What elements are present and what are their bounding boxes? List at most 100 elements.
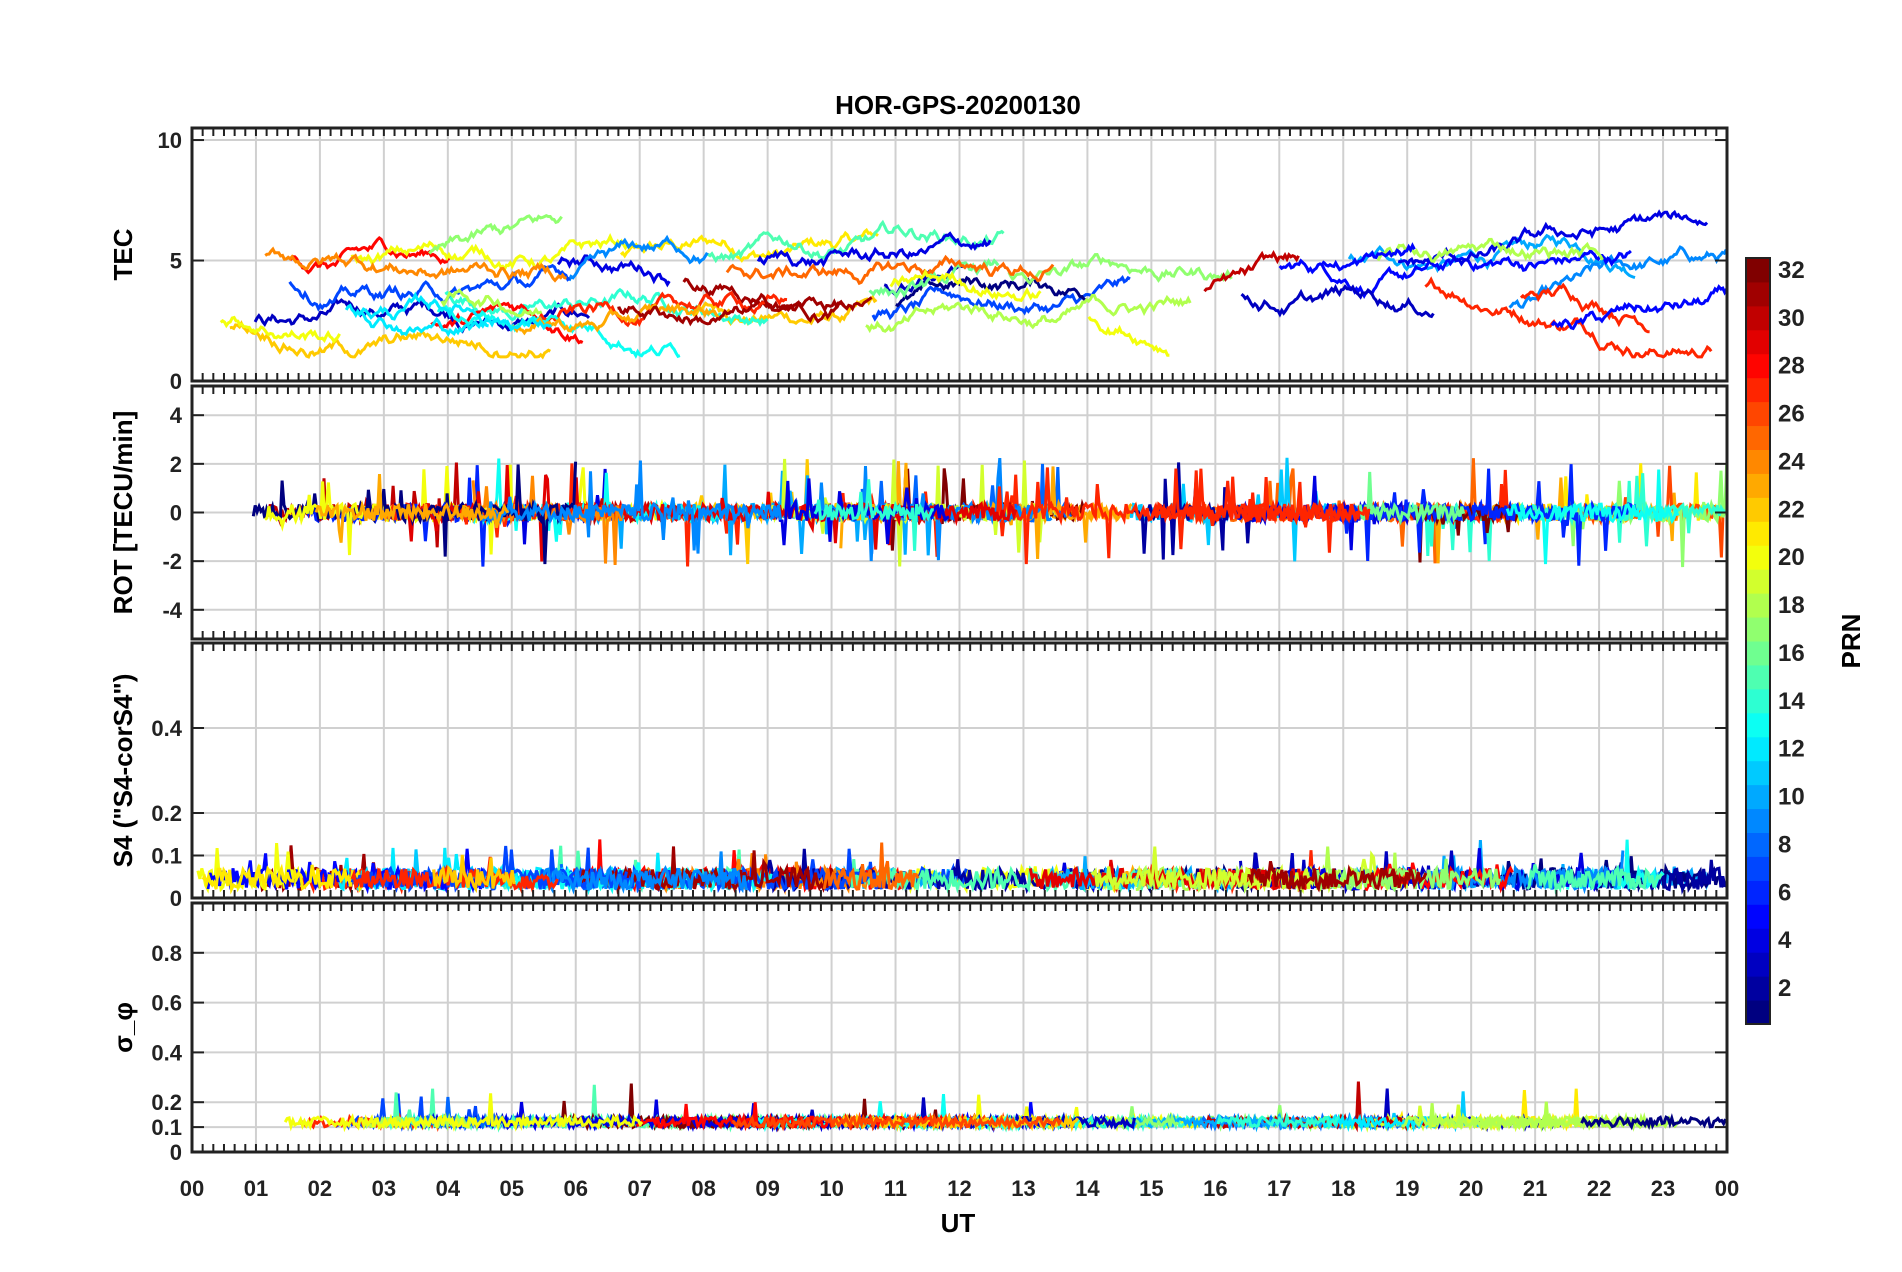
prn-series-line xyxy=(1087,315,1170,357)
x-tick-label: 22 xyxy=(1587,1176,1611,1201)
prn-series-line xyxy=(822,842,920,891)
prn-series-line xyxy=(1321,242,1416,272)
prn-series-line xyxy=(428,214,563,255)
y-axis-label: σ_φ xyxy=(108,1002,138,1053)
prn-series-line xyxy=(706,219,1005,264)
prn-series-line xyxy=(1347,233,1636,280)
panel-rot: -4 -2 0 2 4 ROT [TECU/min] xyxy=(108,384,1729,641)
prn-series-line xyxy=(229,320,551,360)
colorbar-segment xyxy=(1746,353,1770,379)
prn-series-line xyxy=(541,851,749,895)
colorbar-tick-label: 12 xyxy=(1778,736,1805,763)
colorbar-tick-label: 24 xyxy=(1778,448,1805,475)
colorbar-segment xyxy=(1746,904,1770,929)
colorbar-tick-label: 2 xyxy=(1778,975,1791,1002)
prn-series-line xyxy=(288,235,452,275)
panel-series xyxy=(219,209,1727,360)
prn-series-line xyxy=(865,293,1192,334)
colorbar-tick-label: 26 xyxy=(1778,401,1805,428)
colorbar-segment xyxy=(1746,473,1770,498)
prn-series-line xyxy=(731,1111,1063,1132)
colorbar-tick-label: 8 xyxy=(1778,831,1791,858)
colorbar-segment xyxy=(1746,329,1770,355)
prn-series-line xyxy=(1376,237,1604,263)
panel-tec: 0 5 10 TEC xyxy=(108,126,1729,394)
prn-series-line xyxy=(314,474,510,543)
y-axis-label: S4 ("S4-corS4") xyxy=(108,674,138,868)
colorbar-segment xyxy=(1746,832,1770,857)
x-tick-label: 13 xyxy=(1011,1176,1035,1201)
x-tick-label: 19 xyxy=(1395,1176,1419,1201)
x-tick-label: 02 xyxy=(308,1176,332,1201)
colorbar-segment xyxy=(1746,880,1770,905)
x-axis-label: UT xyxy=(941,1208,976,1238)
colorbar-segment xyxy=(1746,1000,1770,1025)
prn-series-line xyxy=(619,227,879,263)
x-tick-label: 11 xyxy=(884,1176,907,1201)
colorbar-segment xyxy=(1746,521,1770,546)
colorbar-segment xyxy=(1746,760,1770,786)
prn-series-line xyxy=(725,254,1055,286)
prn-series-line xyxy=(359,309,489,337)
prn-series-line xyxy=(813,479,934,551)
panel-series xyxy=(251,457,1727,568)
colorbar-segment xyxy=(1746,377,1770,403)
x-tick-label: 00 xyxy=(1715,1176,1739,1201)
prn-series-line xyxy=(479,460,782,554)
x-tick-label: 23 xyxy=(1651,1176,1675,1201)
y-tick-label: 0.1 xyxy=(151,844,182,869)
colorbar-tick-label: 28 xyxy=(1778,353,1805,380)
x-tick-label: 05 xyxy=(500,1176,524,1201)
y-tick-label: 0 xyxy=(170,501,182,526)
prn-series-line xyxy=(532,290,788,328)
colorbar-segment xyxy=(1746,425,1770,450)
x-tick-label: 06 xyxy=(564,1176,588,1201)
prn-series-line xyxy=(201,863,364,895)
colorbar-segment xyxy=(1746,688,1770,714)
prn-series-line xyxy=(691,294,878,327)
x-tick-label: 09 xyxy=(755,1176,779,1201)
colorbar-tick-label: 10 xyxy=(1778,784,1805,811)
colorbar-segment xyxy=(1746,497,1770,522)
colorbar-tick-label: 20 xyxy=(1778,544,1805,571)
colorbar-segment xyxy=(1746,545,1770,570)
prn-series-line xyxy=(264,481,369,556)
prn-series-line xyxy=(219,315,341,344)
prn-series-line xyxy=(1519,282,1650,334)
prn-series-line xyxy=(1240,283,1435,319)
colorbar-segment xyxy=(1746,281,1770,307)
prn-series-line xyxy=(1580,1113,1727,1131)
y-tick-label: 0 xyxy=(170,1140,182,1165)
y-tick-label: -2 xyxy=(162,549,182,574)
colorbar-segment xyxy=(1746,976,1770,1001)
y-tick-label: -4 xyxy=(162,598,182,623)
y-tick-label: 4 xyxy=(170,403,183,428)
colorbar-tick-label: 30 xyxy=(1778,305,1805,332)
panel-sigma_phi: 00.10.2 0.4 0.6 0.8 σ_φ xyxy=(108,901,1729,1165)
colorbar-segment xyxy=(1746,928,1770,953)
y-tick-label: 10 xyxy=(158,128,182,153)
prn-series-line xyxy=(288,263,571,312)
colorbar-segment xyxy=(1746,856,1770,881)
y-tick-label: 0.8 xyxy=(151,941,182,966)
x-tick-label: 14 xyxy=(1075,1176,1100,1201)
colorbar-label: PRN xyxy=(1836,614,1866,669)
y-tick-label: 0.4 xyxy=(151,716,182,741)
colorbar-tick-label: 18 xyxy=(1778,592,1805,619)
colorbar-tick-label: 32 xyxy=(1778,257,1805,284)
prn-series-line xyxy=(1247,860,1428,893)
x-tick-label: 08 xyxy=(691,1176,715,1201)
x-tick-label: 12 xyxy=(947,1176,971,1201)
prn-series-line xyxy=(1508,245,1727,309)
x-tick-label: 00 xyxy=(180,1176,204,1201)
colorbar-frame xyxy=(1745,257,1771,1025)
chart-title: HOR-GPS-20200130 xyxy=(835,90,1081,120)
colorbar-tick-label: 6 xyxy=(1778,879,1791,906)
panel-series xyxy=(283,1081,1727,1133)
colorbar-tick-label: 14 xyxy=(1778,688,1805,715)
colorbar-segment xyxy=(1746,736,1770,762)
x-axis: 00 01 02 03 04 05 06 07 08 09 10 11 12 13 14 15 16 17 18 19… xyxy=(180,1176,1739,1201)
x-tick-label: 21 xyxy=(1523,1176,1547,1201)
